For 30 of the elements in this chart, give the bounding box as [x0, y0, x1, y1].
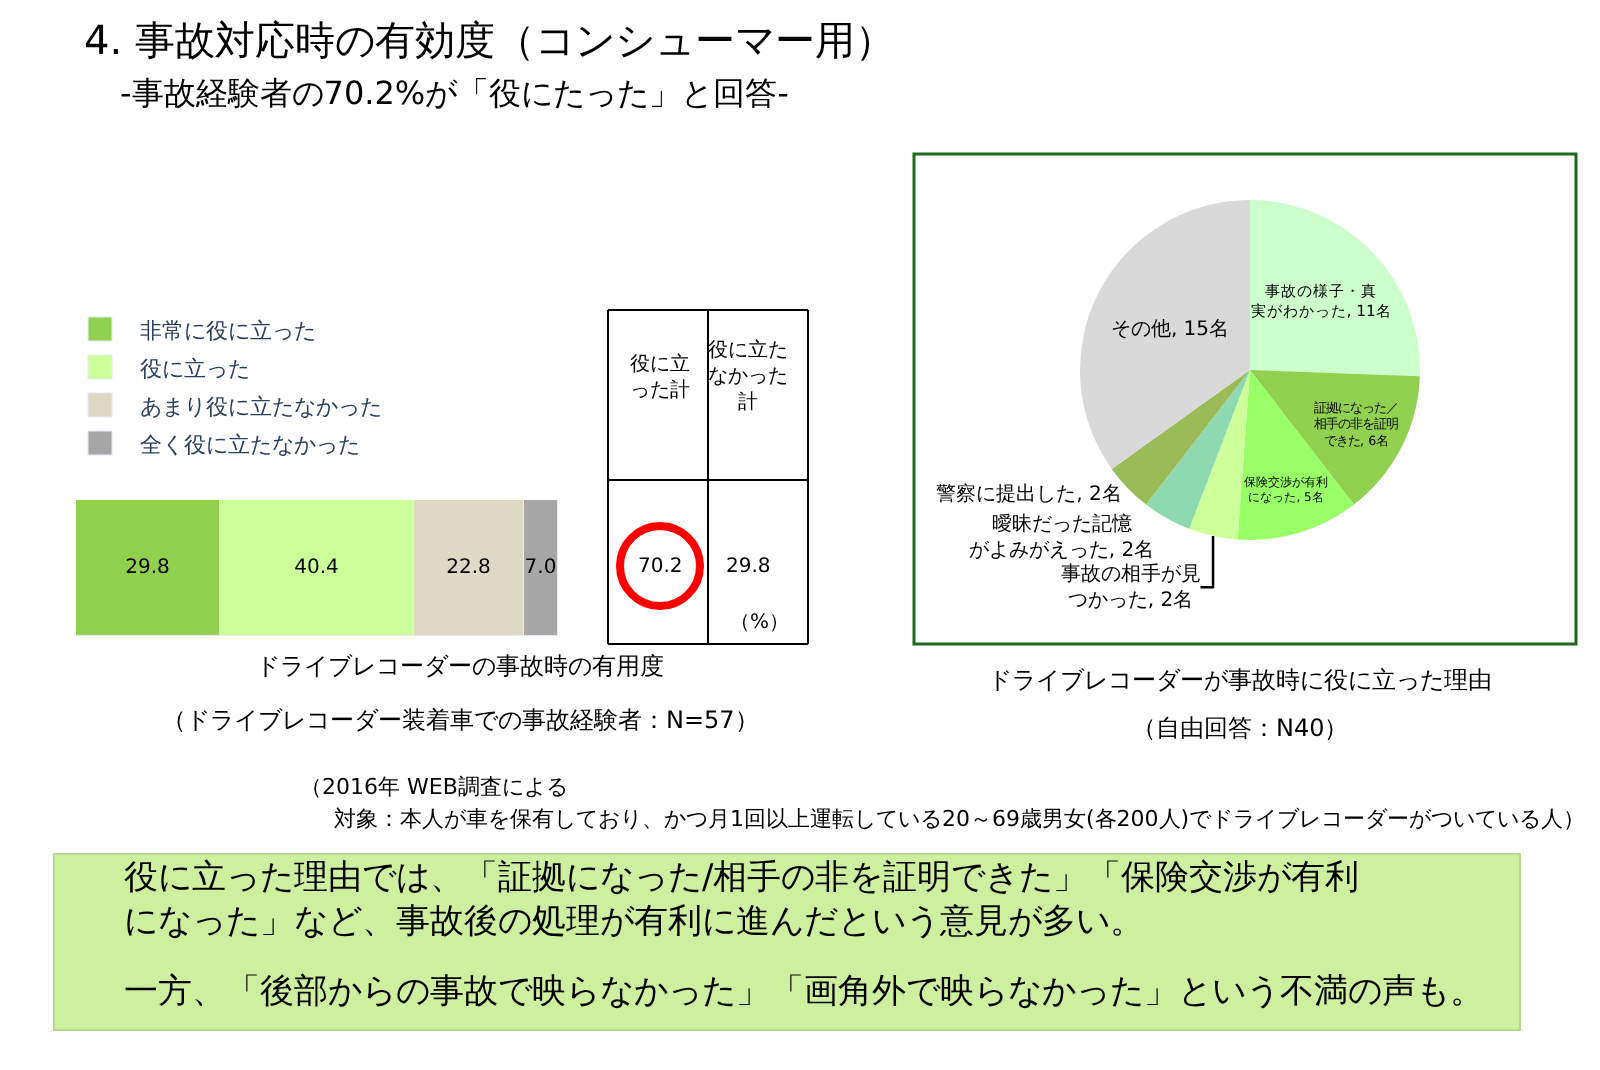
data-label: 29.8 [125, 556, 170, 579]
chart-subtitle: -事故経験者の70.2%が「役にたった」と回答- [120, 74, 789, 112]
x-axis-title: ドライブレコーダーの事故時の有用度 [256, 652, 664, 680]
legend-label: 非常に役に立った [140, 317, 316, 344]
slice-label: 曖昧だった記憶がよみがえった, 2名 [968, 512, 1155, 563]
pie-slice [1250, 200, 1420, 377]
text: （%） [730, 612, 790, 634]
text: （ドライブレコーダー装着車での事故経験者：N=57） [162, 706, 759, 734]
text: 役に立った計 [630, 352, 690, 402]
text: （自由回答：N40） [1132, 714, 1349, 742]
legend-label: 全く役に立たなかった [140, 431, 360, 458]
data-label: 7.0 [524, 556, 557, 579]
data-label: 22.8 [446, 556, 491, 579]
legend-label: 役に立った [140, 355, 250, 382]
slice-label: 事故の相手が見つかった, 2名 [1060, 562, 1201, 613]
text: 役に立たなかった計 [708, 338, 788, 414]
text: 70.2 [638, 556, 683, 578]
text: 役に立った理由では、「証拠になった/相手の非を証明できた」「保険交渉が有利になった」など、事故後の処理が有利に進んだという意見が多い。 [124, 858, 1360, 943]
chart-title: 4. 事故対応時の有効度（コンシューマー用） [84, 16, 895, 64]
text: 29.8 [726, 556, 771, 578]
slice-label: その他, 15名 [1110, 316, 1230, 341]
slice-label: 事故の様子・真実がわかった, 11名 [1250, 282, 1392, 321]
text: 対象：本人が車を保有しており、かつ月1回以上運転している20～69歳男女(各200人)でドライブレコーダーがついている人） [334, 806, 1586, 832]
text: 一方、「後部からの事故で映らなかった」「画角外で映らなかった」という不満の声も。 [124, 972, 1484, 1012]
text: （2016年 WEB調査による [300, 774, 568, 800]
data-label: 40.4 [294, 556, 339, 579]
legend-label: あまり役に立たなかった [140, 393, 382, 420]
pie-slice [1080, 200, 1250, 469]
text: ドライブレコーダーが事故時に役に立った理由 [988, 666, 1492, 694]
slice-label: 警察に提出した, 2名 [936, 481, 1122, 506]
